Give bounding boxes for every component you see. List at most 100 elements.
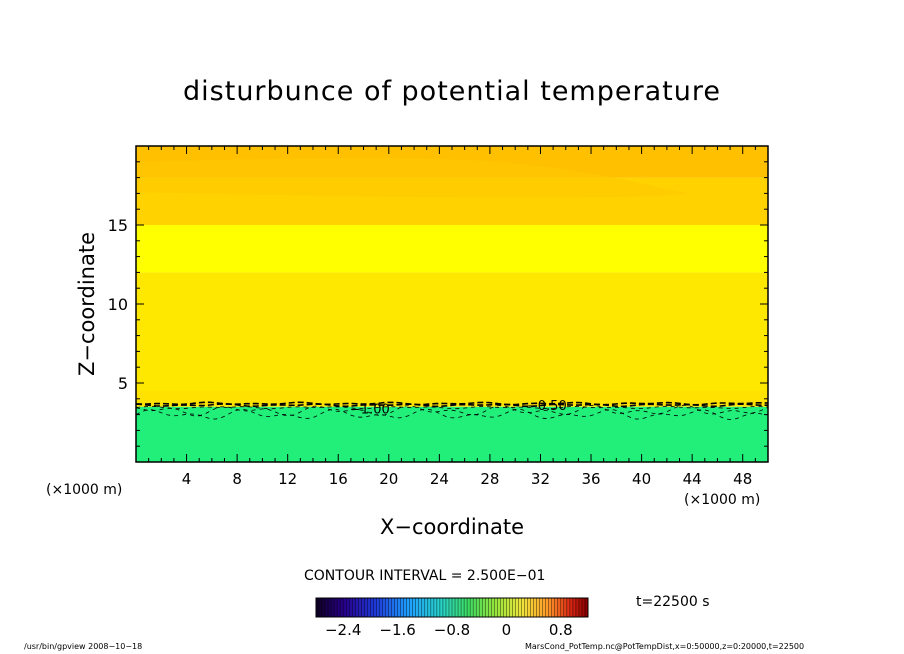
band-2 (136, 225, 768, 273)
colorbar-segment (400, 598, 404, 617)
x-tick-label-3: 16 (329, 470, 348, 488)
colorbar-segment (352, 598, 356, 617)
colorbar-segment (331, 598, 335, 617)
contour-line-3 (136, 403, 768, 408)
colorbar-segment (448, 598, 453, 617)
colorbar-segment (476, 598, 480, 617)
contour-line-2 (136, 405, 768, 410)
colorbar-segment (373, 598, 377, 617)
colorbar-segment (394, 598, 398, 617)
colorbar-segment (581, 598, 586, 617)
colorbar-segment (355, 598, 359, 617)
x-tick-label-8: 36 (581, 470, 600, 488)
colorbar-segment (545, 598, 550, 617)
x-tick-label-7: 32 (531, 470, 550, 488)
colorbar-tick-label-0: −2.4 (325, 621, 361, 639)
colorbar-segment (391, 598, 395, 617)
colorbar-segment (445, 598, 450, 617)
colorbar-segment (452, 598, 456, 617)
colorbar-segment (536, 598, 540, 617)
chart-title: disturbunce of potential temperature (183, 76, 721, 107)
x-tick-label-6: 28 (480, 470, 499, 488)
colorbar-segment (521, 598, 525, 617)
colorbar-segment (403, 598, 407, 617)
colorbar-segment (575, 598, 580, 617)
colorbar-segment (566, 598, 571, 617)
colorbar-segment (512, 598, 516, 617)
x-tick-label-9: 40 (632, 470, 651, 488)
colorbar-segment (397, 598, 401, 617)
colorbar-segment (346, 598, 350, 617)
colorbar-segment (524, 598, 528, 617)
y-tick-label-2: 15 (108, 216, 128, 235)
band-1 (136, 272, 768, 407)
colorbar-segment (388, 598, 392, 617)
band-structure-upper (136, 157, 687, 198)
colorbar-segment (412, 598, 417, 617)
contour-line-4 (136, 401, 768, 406)
y-tick-label-0: 5 (118, 374, 128, 393)
x-tick-label-0: 4 (182, 470, 192, 488)
colorbar-frame (315, 597, 589, 618)
colorbar-segment (482, 598, 486, 617)
colorbar-segment (485, 598, 489, 617)
colorbar-segment (488, 598, 492, 617)
colorbar-segment (530, 598, 534, 617)
x-tick-label-5: 24 (430, 470, 449, 488)
x-tick-label-10: 44 (683, 470, 702, 488)
colorbar-tick-label-2: −0.8 (434, 621, 470, 639)
time-label: t=22500 s (636, 594, 710, 610)
colorbar-segment (554, 598, 559, 617)
colorbar-segment (518, 598, 522, 617)
colorbar-segment (367, 598, 371, 617)
colorbar-segment (494, 598, 498, 617)
colorbar-segment (506, 598, 510, 617)
colorbar-segment (497, 598, 501, 617)
colorbar-segment (455, 598, 459, 617)
colorbar-segment (337, 598, 341, 617)
contour-interval: CONTOUR INTERVAL = 2.500E−01 (304, 568, 546, 584)
colorbar-segment (442, 598, 447, 617)
colorbar-segment (542, 598, 546, 617)
colorbar-segment (343, 598, 347, 617)
colorbar-segment (473, 598, 477, 617)
colorbar-segment (421, 598, 426, 617)
colorbar-segment (439, 598, 444, 617)
colorbar-segment (461, 598, 465, 617)
colorbar-segment (424, 598, 429, 617)
colorbar-segment (470, 598, 474, 617)
colorbar-segment (479, 598, 483, 617)
colorbar-segment (364, 598, 368, 617)
colorbar-segment (427, 598, 432, 617)
colorbar-segment (563, 598, 568, 617)
colorbar-tick-label-4: 0.8 (549, 621, 573, 639)
colorbar-segment (406, 598, 410, 617)
colorbar-segment (382, 598, 386, 617)
x-tick-label-11: 48 (733, 470, 752, 488)
colorbar-segment (409, 598, 414, 617)
x-axis-label: X−coordinate (380, 515, 524, 539)
y-unit-label: (×1000 m) (46, 482, 123, 498)
colorbar-segment (361, 598, 365, 617)
y-tick-label-1: 10 (108, 295, 128, 314)
contour-label-1: −0.50 (527, 399, 567, 414)
colorbar-segment (322, 598, 326, 617)
colorbar-segment (584, 598, 589, 617)
colorbar-segment (464, 598, 468, 617)
colorbar-segment (358, 598, 362, 617)
x-tick-label-4: 20 (379, 470, 398, 488)
colorbar-segment (572, 598, 577, 617)
colorbar-segment (430, 598, 435, 617)
colorbar-segment (433, 598, 438, 617)
colorbar-tick-label-3: 0 (502, 621, 512, 639)
colorbar-segment (349, 598, 353, 617)
colorbar-segment (436, 598, 441, 617)
colorbar-segment (376, 598, 380, 617)
colorbar-segment (385, 598, 389, 617)
colorbar-segment (569, 598, 574, 617)
band-0 (136, 406, 768, 462)
colorbar-segment (316, 598, 320, 617)
contour-line-1 (136, 404, 768, 417)
footer-right: MarsCond_PotTemp.nc@PotTempDist,x=0:5000… (525, 642, 805, 651)
